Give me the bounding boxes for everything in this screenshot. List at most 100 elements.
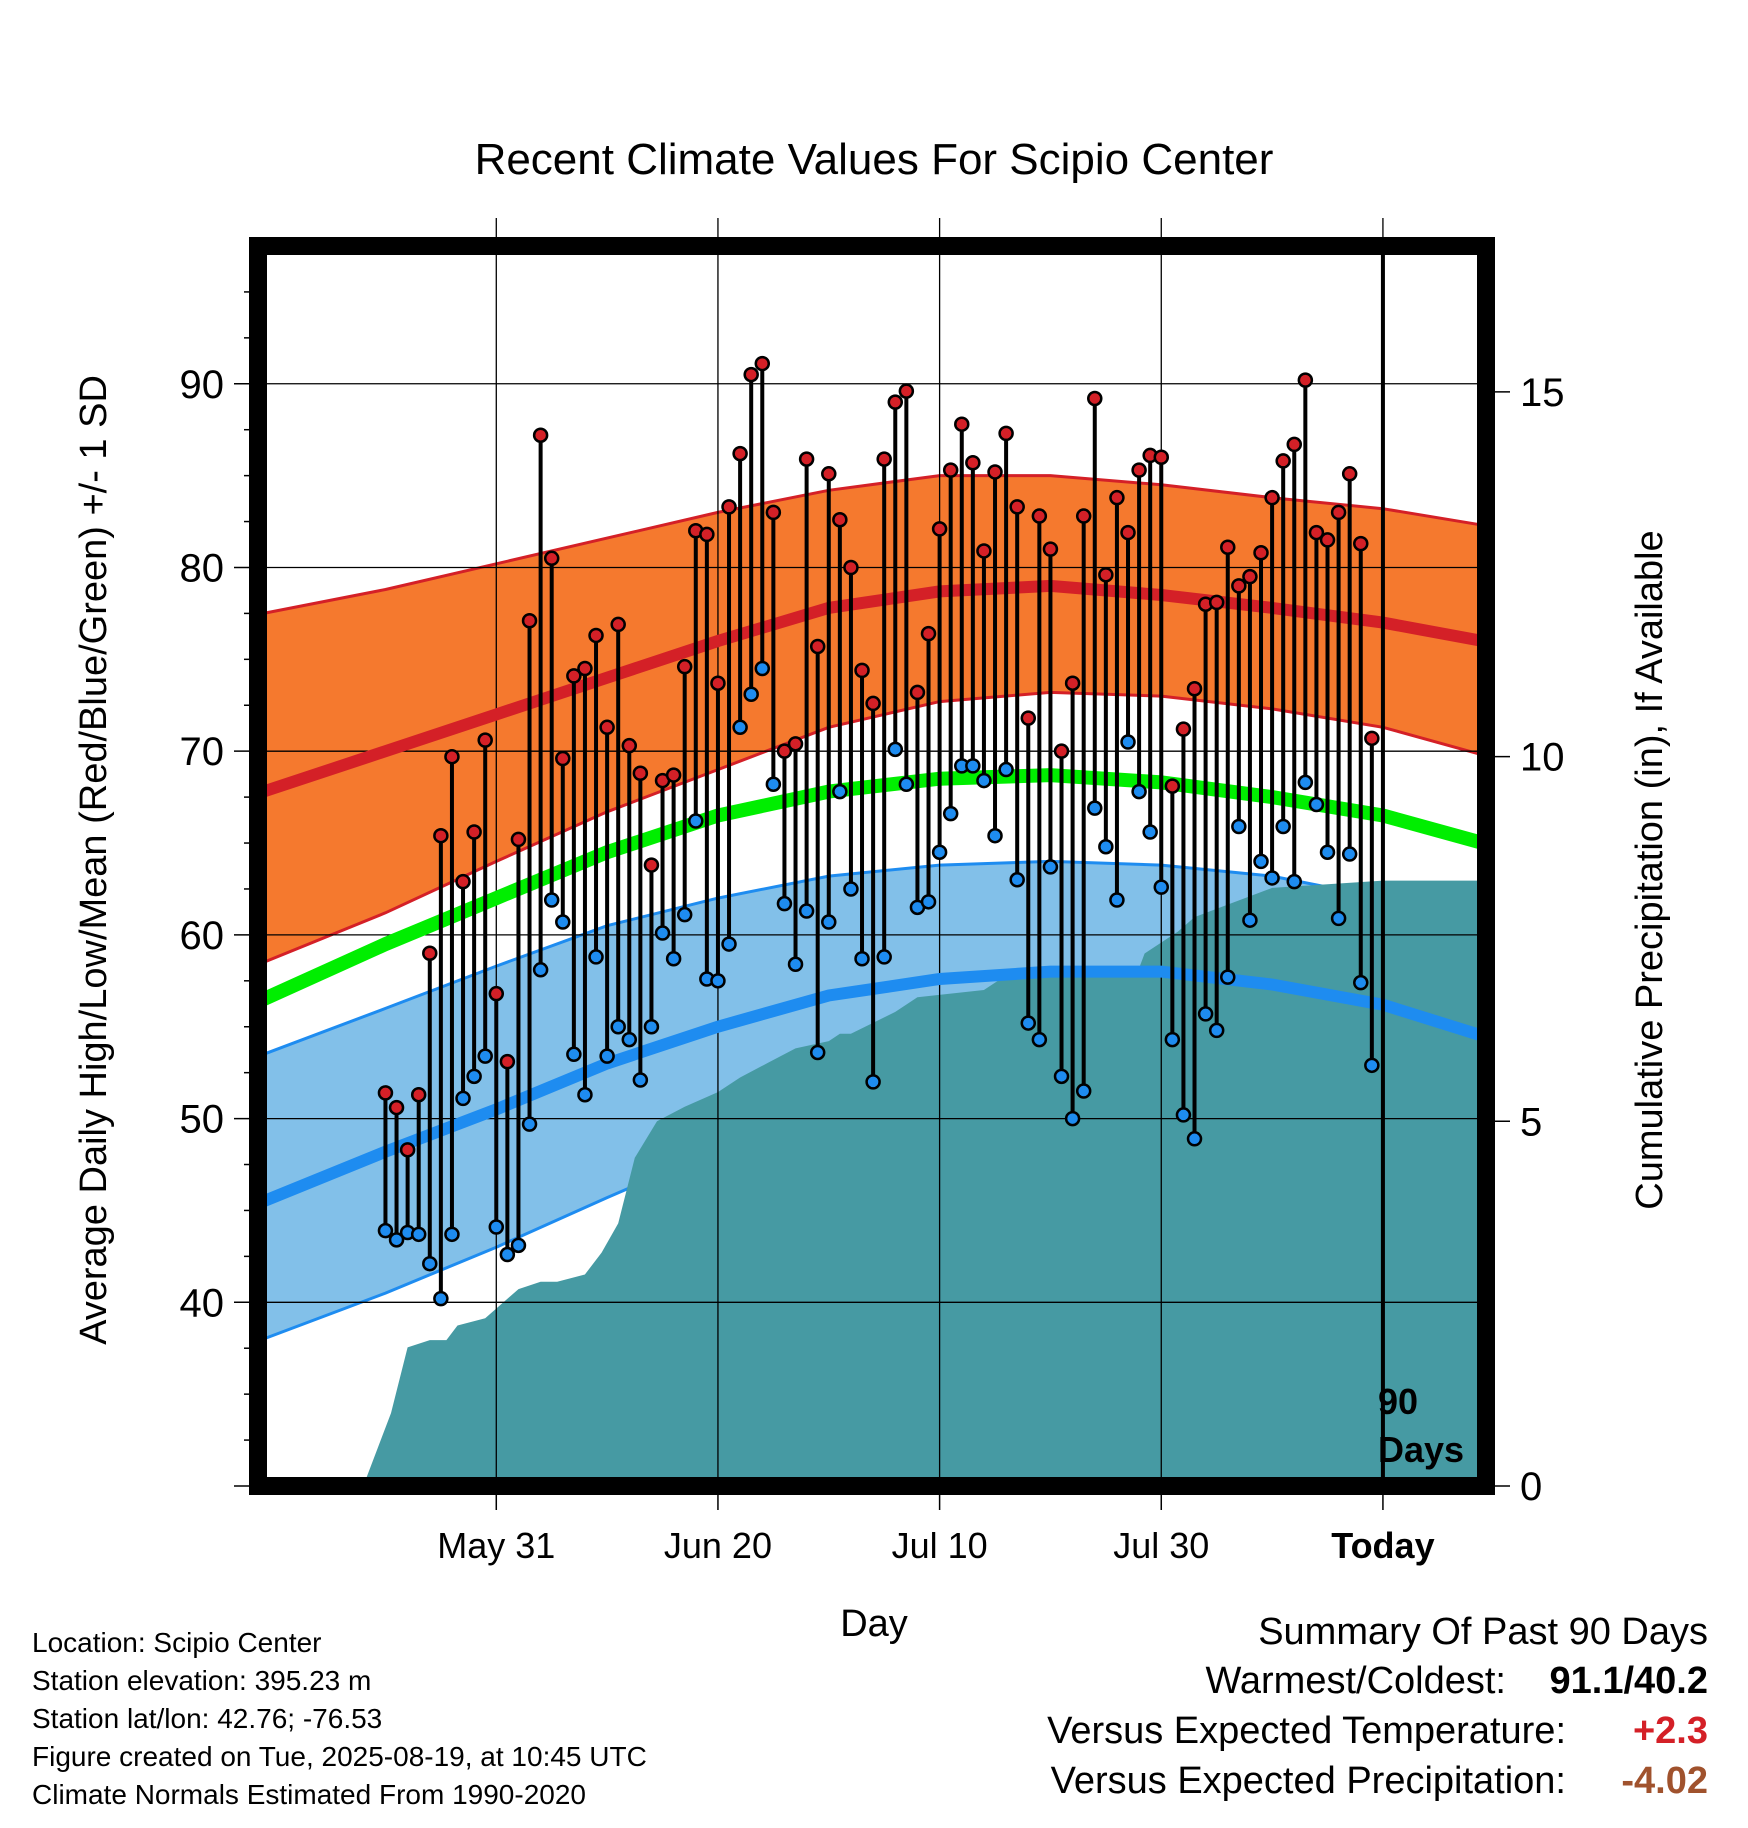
daily-high-point xyxy=(388,1099,405,1116)
daily-low-point xyxy=(1175,1107,1192,1123)
daily-high-point xyxy=(765,504,782,521)
daily-high-point xyxy=(798,451,815,467)
daily-high-point xyxy=(843,559,859,576)
daily-high-point xyxy=(1286,436,1303,453)
daily-high-point xyxy=(1330,504,1347,521)
daily-low-point xyxy=(510,1237,527,1254)
daily-high-point xyxy=(1087,390,1103,407)
daily-low-point xyxy=(444,1226,460,1243)
daily-high-point xyxy=(1131,462,1147,478)
daily-low-point xyxy=(1341,846,1358,862)
daily-high-point xyxy=(809,638,826,655)
daily-low-point xyxy=(643,1018,660,1035)
daily-high-point xyxy=(1120,524,1136,541)
daily-high-point xyxy=(422,945,438,962)
daily-low-point xyxy=(743,686,759,702)
daily-low-point xyxy=(588,949,604,965)
warmest-coldest-row: Warmest/Coldest: 91.1/40.2 xyxy=(1047,1656,1708,1706)
daily-low-point xyxy=(688,813,704,829)
daily-high-point xyxy=(477,732,493,748)
daily-low-point xyxy=(987,827,1003,844)
daily-low-point xyxy=(887,741,904,758)
daily-low-point xyxy=(898,776,915,793)
daily-high-point xyxy=(632,765,649,781)
daily-high-point xyxy=(876,451,892,467)
daily-high-point xyxy=(776,743,793,759)
daily-high-point xyxy=(787,736,804,752)
daily-high-point xyxy=(1042,541,1059,557)
daily-low-point xyxy=(821,914,837,930)
daily-high-point xyxy=(1009,499,1025,515)
daily-high-point xyxy=(987,464,1003,480)
daily-low-point xyxy=(1330,910,1347,927)
plot-frame xyxy=(249,237,1495,1495)
daily-low-point xyxy=(1153,879,1170,895)
daily-low-point xyxy=(410,1226,427,1243)
temperature-departure-value: +2.3 xyxy=(1632,1710,1708,1752)
precipitation-departure-label: Versus Expected Precipitation: xyxy=(1050,1760,1566,1802)
daily-low-point xyxy=(610,1018,626,1035)
normal-low-line xyxy=(261,965,1485,1207)
daily-high-point xyxy=(1353,535,1369,552)
y2-tick-label: 0 xyxy=(1520,1465,1542,1509)
daily-low-point xyxy=(1087,800,1103,816)
daily-high-point xyxy=(699,526,715,543)
daily-low-point xyxy=(1275,818,1291,835)
daily-low-point xyxy=(543,892,560,908)
daily-high-point xyxy=(732,445,748,462)
daily-low-point xyxy=(1308,796,1325,813)
daily-low-point xyxy=(1053,1068,1070,1085)
daily-high-point xyxy=(1164,778,1181,794)
daily-high-point xyxy=(1308,524,1325,541)
daily-low-point xyxy=(721,936,737,952)
daily-high-point xyxy=(599,719,615,736)
daily-high-point xyxy=(942,462,959,478)
daily-low-point xyxy=(1353,974,1369,991)
daily-high-point xyxy=(1208,594,1225,611)
daily-low-point xyxy=(710,973,726,989)
daily-low-point xyxy=(422,1255,438,1272)
daily-high-point xyxy=(410,1086,427,1103)
y2-tick-label: 5 xyxy=(1520,1100,1542,1144)
daily-high-point xyxy=(1031,508,1048,524)
daily-high-point xyxy=(1109,489,1125,506)
daily-low-point xyxy=(965,758,981,774)
daily-high-point xyxy=(721,499,737,515)
daily-high-point xyxy=(1153,449,1170,466)
daily-high-point xyxy=(1064,675,1081,691)
daily-high-point xyxy=(499,1053,516,1070)
daily-low-point xyxy=(1297,774,1314,791)
daily-high-point xyxy=(621,737,638,754)
daily-low-point xyxy=(1220,969,1236,985)
daily-low-point xyxy=(1042,859,1059,875)
daily-high-point xyxy=(455,873,471,890)
created-text: Figure created on Tue, 2025-08-19, at 10… xyxy=(32,1741,647,1772)
daily-high-point xyxy=(1341,466,1358,482)
daily-low-point xyxy=(1364,1057,1380,1074)
daily-high-point xyxy=(532,427,549,443)
daily-high-point xyxy=(1231,578,1247,594)
y-tick-label: 40 xyxy=(180,1281,225,1325)
y2-tick-label: 15 xyxy=(1520,371,1565,415)
y-tick-label: 80 xyxy=(180,546,225,590)
daily-low-point xyxy=(665,951,682,967)
daily-low-point xyxy=(1286,873,1303,890)
daily-high-point xyxy=(1242,568,1258,585)
daily-high-point xyxy=(444,748,460,765)
daily-high-point xyxy=(588,627,604,644)
daily-high-point xyxy=(510,831,527,848)
daily-high-point xyxy=(665,767,682,783)
daily-high-point xyxy=(1253,545,1269,561)
x-tick-label: Jul 10 xyxy=(892,1525,988,1566)
daily-low-point xyxy=(1031,1031,1048,1048)
x-tick-label: Jun 20 xyxy=(664,1525,772,1566)
daily-low-point xyxy=(787,956,804,973)
x-axis-label: Day xyxy=(840,1603,908,1645)
daily-low-point xyxy=(832,783,848,800)
warmest-coldest-value: 91.1/40.2 xyxy=(1549,1660,1708,1702)
daily-high-point xyxy=(898,383,915,399)
y-tick-label: 50 xyxy=(180,1098,225,1142)
daily-low-point xyxy=(1208,1022,1225,1039)
daily-low-point xyxy=(754,660,771,677)
daily-low-point xyxy=(1164,1031,1181,1048)
